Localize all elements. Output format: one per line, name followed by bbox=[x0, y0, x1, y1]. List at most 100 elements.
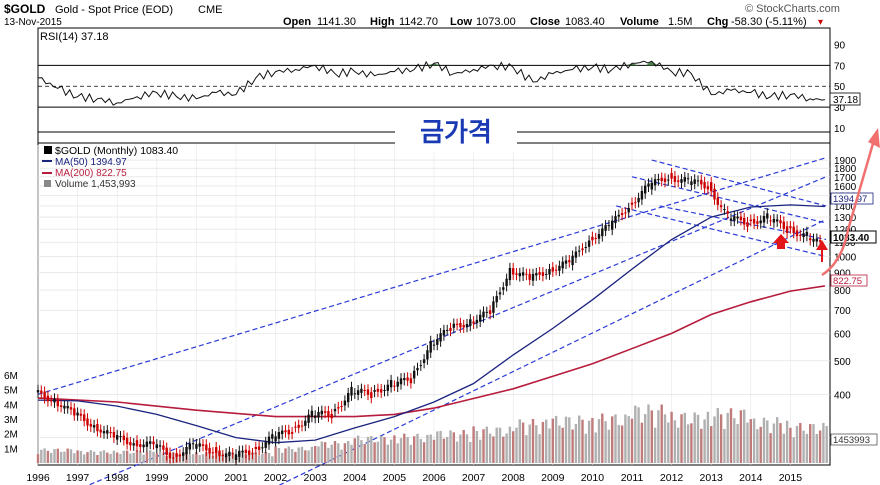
volume-bar bbox=[380, 435, 383, 463]
volume-bar bbox=[264, 452, 267, 463]
price-candle bbox=[208, 447, 211, 454]
price-candle bbox=[304, 420, 307, 426]
volume-bar bbox=[545, 419, 548, 463]
price-candle bbox=[578, 250, 581, 252]
volume-bar bbox=[142, 454, 145, 463]
volume-legend-icon bbox=[44, 180, 51, 187]
volume-bar bbox=[525, 435, 528, 463]
volume-bar bbox=[762, 417, 766, 463]
price-candle bbox=[234, 454, 238, 460]
price-candle bbox=[73, 408, 76, 416]
volume-bar bbox=[729, 408, 733, 463]
volume-bar bbox=[584, 433, 587, 463]
price-candle bbox=[772, 219, 776, 223]
volume-bar bbox=[129, 453, 132, 463]
price-candle bbox=[713, 188, 716, 200]
price-candle bbox=[624, 212, 627, 214]
price-candle bbox=[475, 319, 479, 324]
volume-bar bbox=[601, 413, 604, 463]
price-candle bbox=[416, 367, 419, 371]
volume-bar bbox=[815, 433, 818, 463]
volume-bar bbox=[719, 414, 723, 463]
price-candle bbox=[594, 238, 597, 240]
volume-bar bbox=[56, 448, 59, 463]
volume-bar bbox=[310, 446, 314, 463]
price-candle bbox=[403, 378, 406, 381]
volume-bar bbox=[825, 425, 828, 463]
volume-bar bbox=[389, 439, 393, 463]
volume-tick-label: 1M bbox=[4, 444, 18, 455]
volume-bar bbox=[376, 441, 380, 463]
price-candle bbox=[498, 292, 502, 295]
volume-bar bbox=[145, 451, 149, 463]
volume-bar bbox=[287, 446, 290, 463]
price-candle bbox=[205, 444, 208, 451]
volume-bar bbox=[366, 436, 370, 463]
price-candle bbox=[508, 267, 512, 281]
volume-bar bbox=[482, 429, 485, 463]
rsi-tick-label: 10 bbox=[834, 124, 846, 135]
volume-bar bbox=[337, 443, 340, 463]
volume-bar bbox=[700, 428, 703, 463]
price-candle bbox=[818, 240, 822, 242]
x-tick-label: 2006 bbox=[422, 472, 446, 484]
price-candle bbox=[360, 388, 363, 393]
volume-label: Volume bbox=[620, 16, 659, 28]
volume-bar bbox=[607, 429, 611, 463]
ma200-line bbox=[37, 285, 826, 418]
brand-link[interactable]: © StockCharts.com bbox=[745, 3, 840, 15]
price-candle bbox=[805, 231, 809, 236]
volume-bar bbox=[686, 424, 690, 463]
price-candle bbox=[125, 437, 129, 445]
price-candle bbox=[581, 248, 584, 251]
price-candle bbox=[399, 378, 403, 385]
volume-bar bbox=[683, 412, 686, 463]
ma200-legend: MA(200) 822.75 bbox=[55, 168, 127, 179]
price-candle bbox=[257, 446, 261, 450]
volume-bar bbox=[119, 453, 122, 463]
x-tick-label: 2002 bbox=[264, 472, 288, 484]
channel-line bbox=[651, 159, 827, 207]
volume-bar bbox=[578, 415, 581, 463]
price-candle bbox=[152, 441, 155, 445]
price-candle bbox=[106, 430, 109, 434]
price-candle bbox=[241, 450, 244, 453]
volume-bar bbox=[805, 433, 809, 463]
price-tick-label: 1300 bbox=[834, 213, 857, 224]
price-candle bbox=[531, 273, 535, 281]
volume-bar bbox=[670, 411, 673, 463]
low-value: 1073.00 bbox=[476, 16, 516, 28]
price-candle bbox=[495, 295, 498, 303]
price-candle bbox=[601, 228, 604, 237]
volume-bar bbox=[561, 427, 564, 463]
price-candle bbox=[716, 197, 719, 205]
price-candle bbox=[155, 444, 158, 449]
price-candle bbox=[251, 453, 254, 455]
price-candle bbox=[172, 457, 175, 459]
x-tick-label: 2012 bbox=[660, 472, 684, 484]
price-candle bbox=[660, 177, 663, 181]
volume-bar bbox=[617, 424, 620, 463]
price-candle bbox=[472, 321, 475, 324]
volume-bar bbox=[426, 434, 429, 463]
price-candle bbox=[389, 380, 393, 388]
price-candle bbox=[215, 447, 218, 454]
price-candle bbox=[413, 370, 416, 379]
price-candle bbox=[162, 445, 165, 450]
rsi-legend: RSI(14) 37.18 bbox=[40, 31, 108, 43]
price-candle bbox=[386, 384, 389, 391]
ma50-last-value: 1394.97 bbox=[833, 194, 867, 205]
volume-bar bbox=[36, 454, 40, 463]
volume-bar bbox=[320, 441, 323, 463]
volume-bar bbox=[756, 429, 759, 463]
volume-bar bbox=[314, 446, 317, 463]
volume-tick-label: 6M bbox=[4, 371, 18, 382]
volume-bar bbox=[723, 428, 726, 463]
price-candle bbox=[231, 453, 234, 455]
price-candle bbox=[356, 390, 360, 395]
volume-bar bbox=[112, 450, 116, 463]
price-candle bbox=[670, 173, 673, 179]
volume-bar bbox=[330, 444, 333, 463]
price-candle bbox=[168, 452, 172, 459]
